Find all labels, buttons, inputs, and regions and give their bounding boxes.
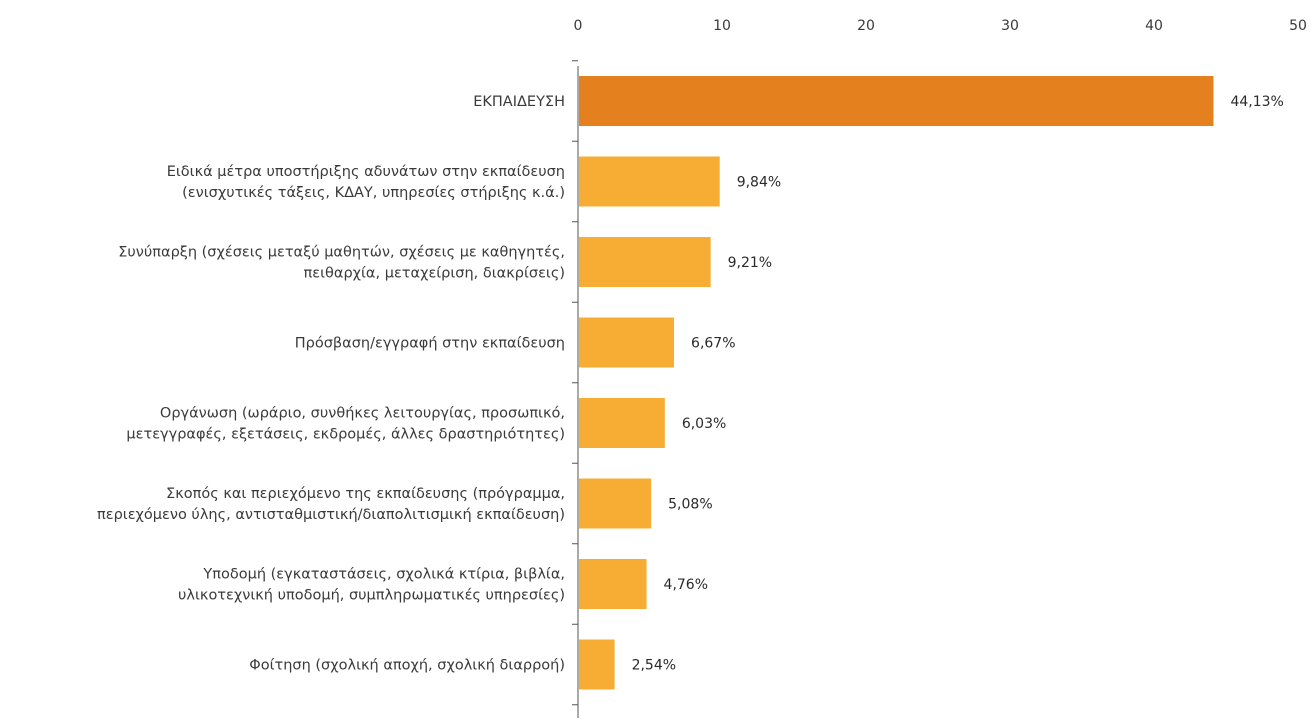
value-label: 9,84% — [737, 175, 781, 191]
value-label: 5,08% — [668, 497, 712, 513]
bar — [579, 156, 720, 207]
x-tick-label: 50 — [1289, 18, 1307, 34]
category-label: Φοίτηση (σχολική αποχή, σχολική διαρροή) — [249, 658, 565, 674]
value-label: 6,03% — [682, 416, 726, 432]
x-tick-label: 30 — [1001, 18, 1019, 34]
x-axis-ticks: 0 10 20 30 40 50 — [574, 18, 1307, 34]
category-label: πειθαρχία, μεταχείριση, διακρίσεις) — [304, 266, 565, 282]
value-label: 9,21% — [728, 255, 772, 271]
value-label: 44,13% — [1230, 94, 1283, 110]
category-label: Πρόσβαση/εγγραφή στην εκπαίδευση — [295, 336, 565, 352]
category-label: υλικοτεχνική υποδομή, συμπληρωματικές υπ… — [178, 588, 565, 604]
category-label: Συνύπαρξη (σχέσεις μεταξύ μαθητών, σχέσε… — [118, 245, 565, 261]
x-tick-label: 10 — [713, 18, 731, 34]
category-label: Οργάνωση (ωράριο, συνθήκες λειτουργίας, … — [160, 406, 565, 422]
bar — [579, 317, 675, 368]
bars — [579, 76, 1214, 690]
category-label: μετεγγραφές, εξετάσεις, εκδρομές, άλλες … — [126, 427, 565, 443]
value-label: 4,76% — [664, 577, 708, 593]
bar — [579, 639, 615, 690]
value-label: 6,67% — [691, 336, 735, 352]
bar — [579, 398, 665, 448]
bar — [579, 237, 711, 287]
value-labels: 44,13% 9,84% 9,21% 6,67% 6,03% 5,08% 4,76% 2,54… — [632, 94, 1284, 674]
x-tick-label: 20 — [857, 18, 875, 34]
category-label: περιεχόμενο ύλης, αντισταθμιστική/διαπολ… — [97, 507, 565, 523]
x-tick-label: 40 — [1145, 18, 1163, 34]
category-label: Ειδικά μέτρα υποστήριξης αδυνάτων στην ε… — [167, 164, 565, 180]
y-axis-tick-marks — [572, 60, 578, 706]
category-label: (ενισχυτικές τάξεις, ΚΔΑΥ, υπηρεσίες στή… — [182, 185, 565, 201]
category-label: Σκοπός και περιεχόμενο της εκπαίδευσης (… — [166, 486, 565, 502]
value-label: 2,54% — [632, 658, 676, 674]
bar — [579, 76, 1214, 126]
bar — [579, 559, 647, 609]
x-tick-label: 0 — [574, 18, 583, 34]
category-label: ΕΚΠΑΙΔΕΥΣΗ — [473, 94, 565, 110]
bar — [579, 478, 652, 529]
category-label: Υποδομή (εγκαταστάσεις, σχολικά κτίρια, … — [202, 567, 565, 583]
category-labels: ΕΚΠΑΙΔΕΥΣΗ Ειδικά μέτρα υποστήριξης αδυνά… — [97, 94, 565, 674]
